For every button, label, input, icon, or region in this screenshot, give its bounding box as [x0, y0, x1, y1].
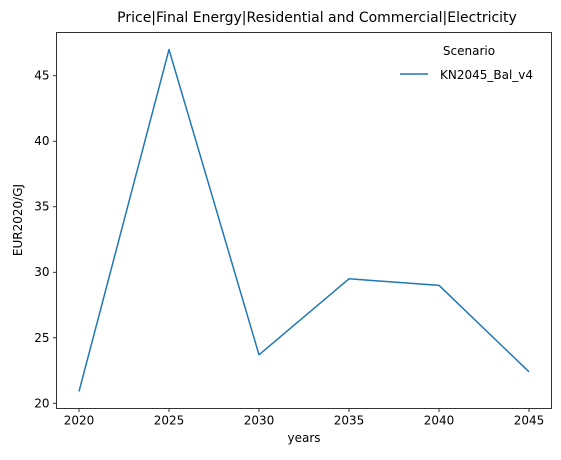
x-axis: 2020 2025 2030 2035 2040 2045 — [64, 408, 545, 428]
series-line-0 — [78, 48, 530, 392]
y-tick-label: 20 — [34, 396, 49, 410]
y-tick-label: 30 — [34, 265, 49, 279]
y-tick-label: 35 — [34, 200, 49, 214]
y-tick-label: 25 — [34, 331, 49, 345]
x-tick-label: 2030 — [244, 414, 275, 428]
legend-label-0: KN2045_Bal_v4 — [440, 68, 533, 82]
x-tick-label: 2040 — [424, 414, 455, 428]
legend: Scenario KN2045_Bal_v4 — [400, 44, 533, 82]
y-tick-label: 40 — [34, 134, 49, 148]
x-tick-label: 2025 — [154, 414, 185, 428]
x-axis-label: years — [287, 431, 320, 445]
x-tick-label: 2020 — [64, 414, 95, 428]
y-axis-label: EUR2020/GJ — [11, 184, 25, 256]
x-tick-label: 2035 — [334, 414, 365, 428]
chart-title: Price|Final Energy|Residential and Comme… — [117, 10, 517, 26]
series-layer — [78, 48, 530, 392]
legend-title: Scenario — [443, 44, 495, 58]
y-axis: 20 25 30 35 40 45 — [34, 69, 57, 410]
y-tick-label: 45 — [34, 69, 49, 83]
plot-frame — [56, 32, 552, 409]
plot-area — [56, 32, 552, 409]
x-tick-label: 2045 — [514, 414, 545, 428]
